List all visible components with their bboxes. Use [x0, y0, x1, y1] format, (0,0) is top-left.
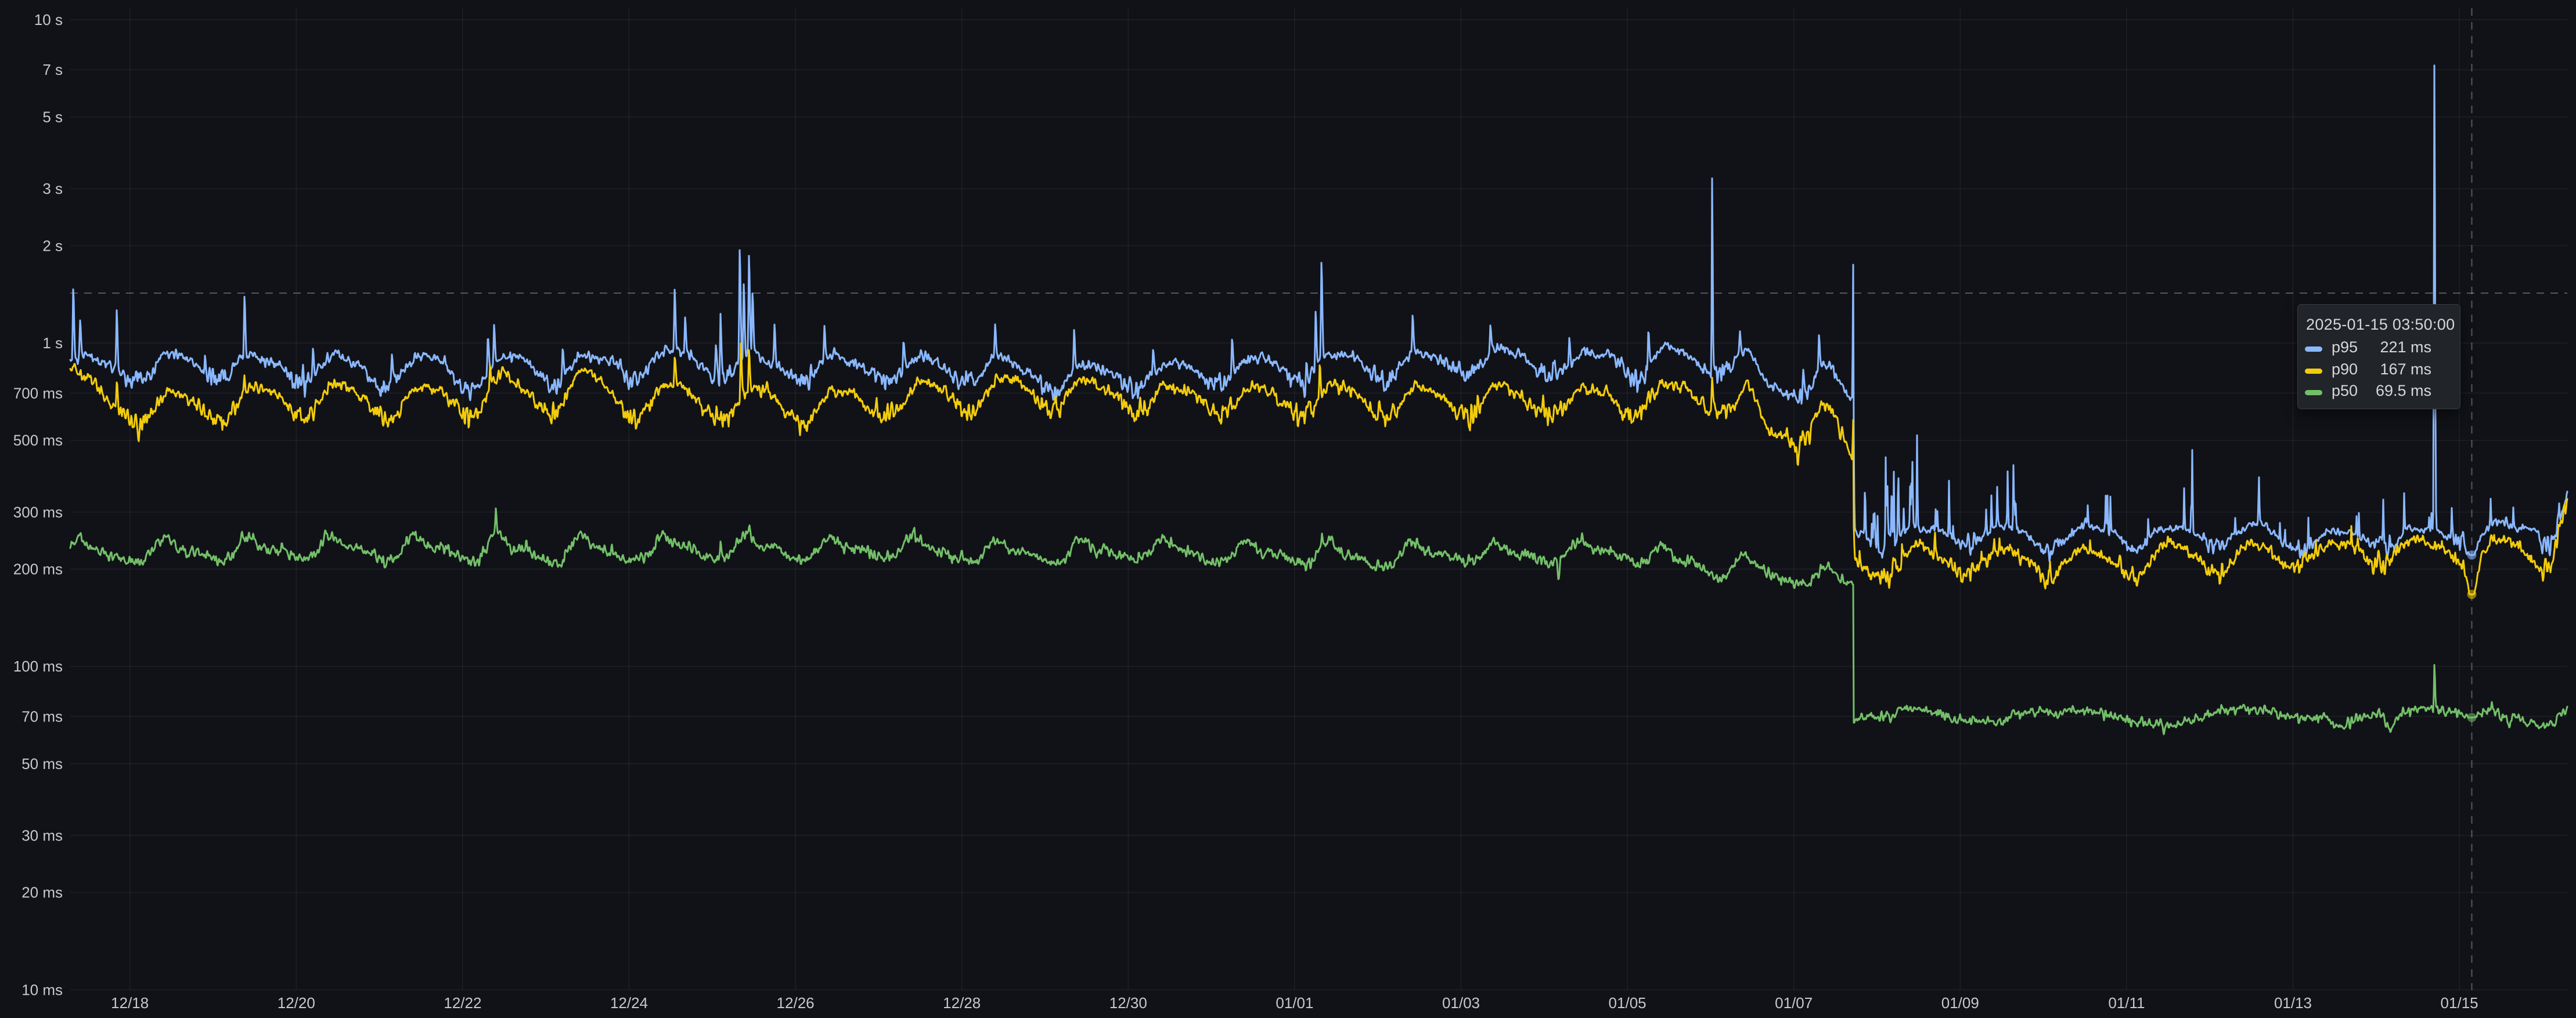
svg-text:70 ms: 70 ms: [21, 708, 63, 725]
svg-text:200 ms: 200 ms: [13, 561, 63, 578]
svg-text:50 ms: 50 ms: [21, 755, 63, 772]
svg-text:2 s: 2 s: [42, 237, 63, 254]
svg-text:01/09: 01/09: [1941, 994, 1979, 1012]
svg-text:01/05: 01/05: [1609, 994, 1647, 1012]
svg-text:12/24: 12/24: [610, 994, 648, 1012]
svg-text:10 ms: 10 ms: [21, 981, 63, 998]
svg-text:01/01: 01/01: [1276, 994, 1313, 1012]
svg-text:3 s: 3 s: [42, 180, 63, 197]
svg-text:01/07: 01/07: [1775, 994, 1813, 1012]
svg-text:500 ms: 500 ms: [13, 432, 63, 449]
svg-text:10 s: 10 s: [34, 11, 63, 28]
svg-text:700 ms: 700 ms: [13, 384, 63, 402]
svg-text:100 ms: 100 ms: [13, 658, 63, 675]
svg-text:20 ms: 20 ms: [21, 884, 63, 901]
svg-text:300 ms: 300 ms: [13, 503, 63, 521]
svg-text:30 ms: 30 ms: [21, 827, 63, 844]
svg-text:01/15: 01/15: [2441, 994, 2478, 1012]
svg-text:01/03: 01/03: [1442, 994, 1480, 1012]
svg-text:12/28: 12/28: [943, 994, 981, 1012]
svg-text:12/18: 12/18: [111, 994, 149, 1012]
svg-text:12/22: 12/22: [444, 994, 481, 1012]
svg-text:01/11: 01/11: [2108, 994, 2145, 1012]
svg-text:7 s: 7 s: [42, 61, 63, 78]
svg-text:12/26: 12/26: [777, 994, 815, 1012]
svg-text:5 s: 5 s: [42, 109, 63, 126]
svg-text:01/13: 01/13: [2274, 994, 2312, 1012]
svg-text:12/20: 12/20: [278, 994, 315, 1012]
svg-text:1 s: 1 s: [42, 334, 63, 352]
svg-text:12/30: 12/30: [1109, 994, 1147, 1012]
